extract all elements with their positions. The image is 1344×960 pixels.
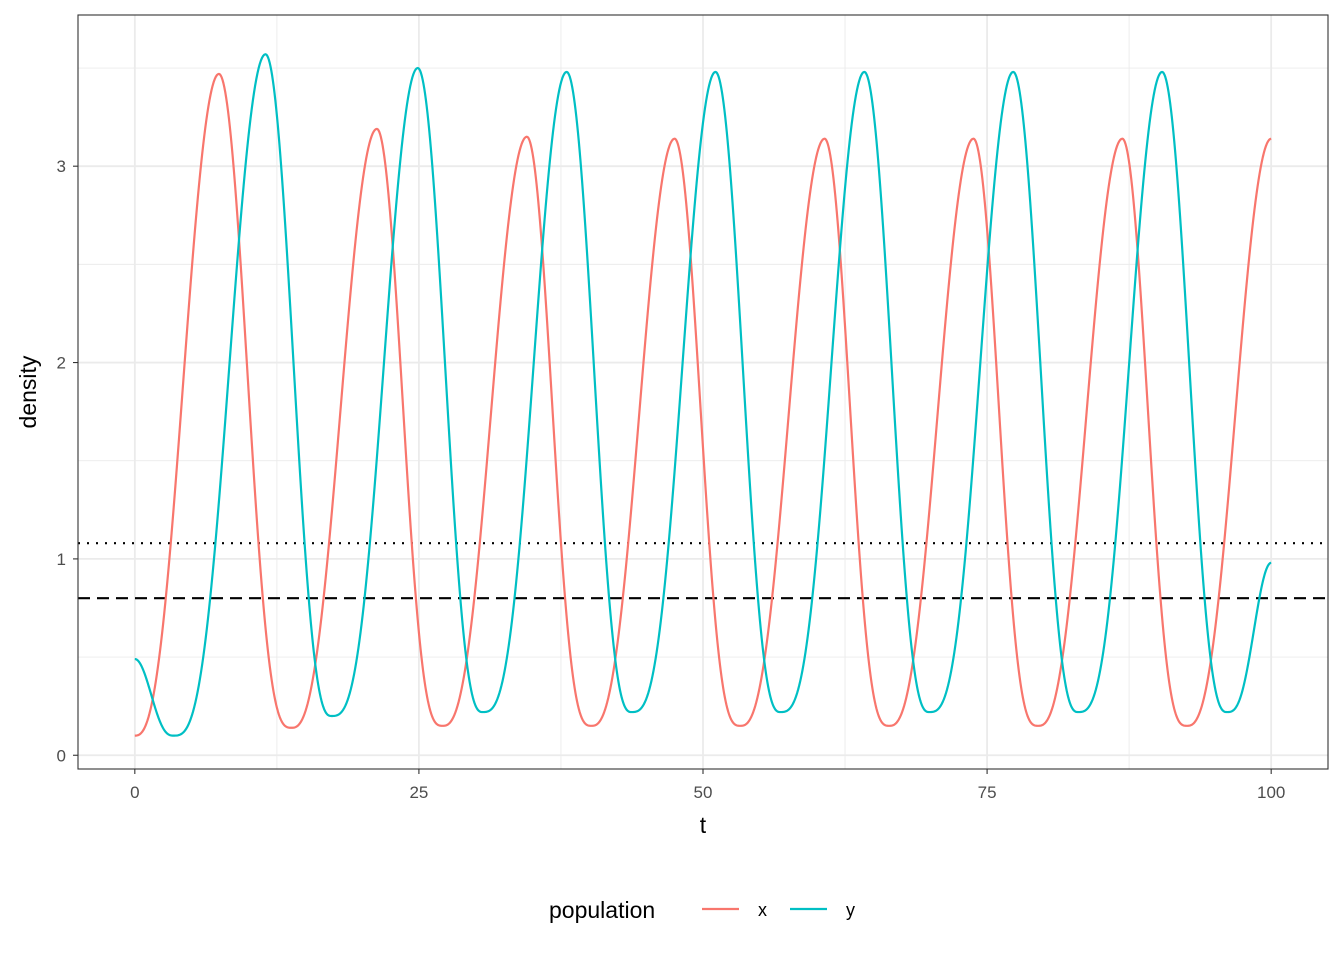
x-tick-label: 75 — [978, 783, 997, 802]
y-axis-title: density — [15, 355, 41, 428]
x-tick-label: 25 — [409, 783, 428, 802]
x-tick-label: 100 — [1257, 783, 1285, 802]
series-line-y — [134, 53, 1272, 737]
reference-lines — [78, 542, 1328, 600]
y-tick-label: 0 — [57, 746, 66, 765]
x-axis-title: t — [700, 812, 707, 838]
legend-label-y: y — [846, 900, 855, 920]
major-gridlines — [78, 15, 1328, 769]
y-tick-label: 1 — [57, 550, 66, 569]
y-tick-label: 2 — [57, 354, 66, 373]
y-tick-label: 3 — [57, 157, 66, 176]
x-tick-label: 0 — [130, 783, 139, 802]
y-axis: 0 1 2 3 — [57, 157, 78, 765]
legend: population x y — [549, 897, 855, 923]
series-line-x — [134, 72, 1272, 737]
legend-label-x: x — [758, 900, 767, 920]
series-layer — [134, 53, 1272, 737]
x-tick-label: 50 — [694, 783, 713, 802]
x-axis: 0 25 50 75 100 — [130, 769, 1285, 802]
legend-title: population — [549, 897, 655, 923]
